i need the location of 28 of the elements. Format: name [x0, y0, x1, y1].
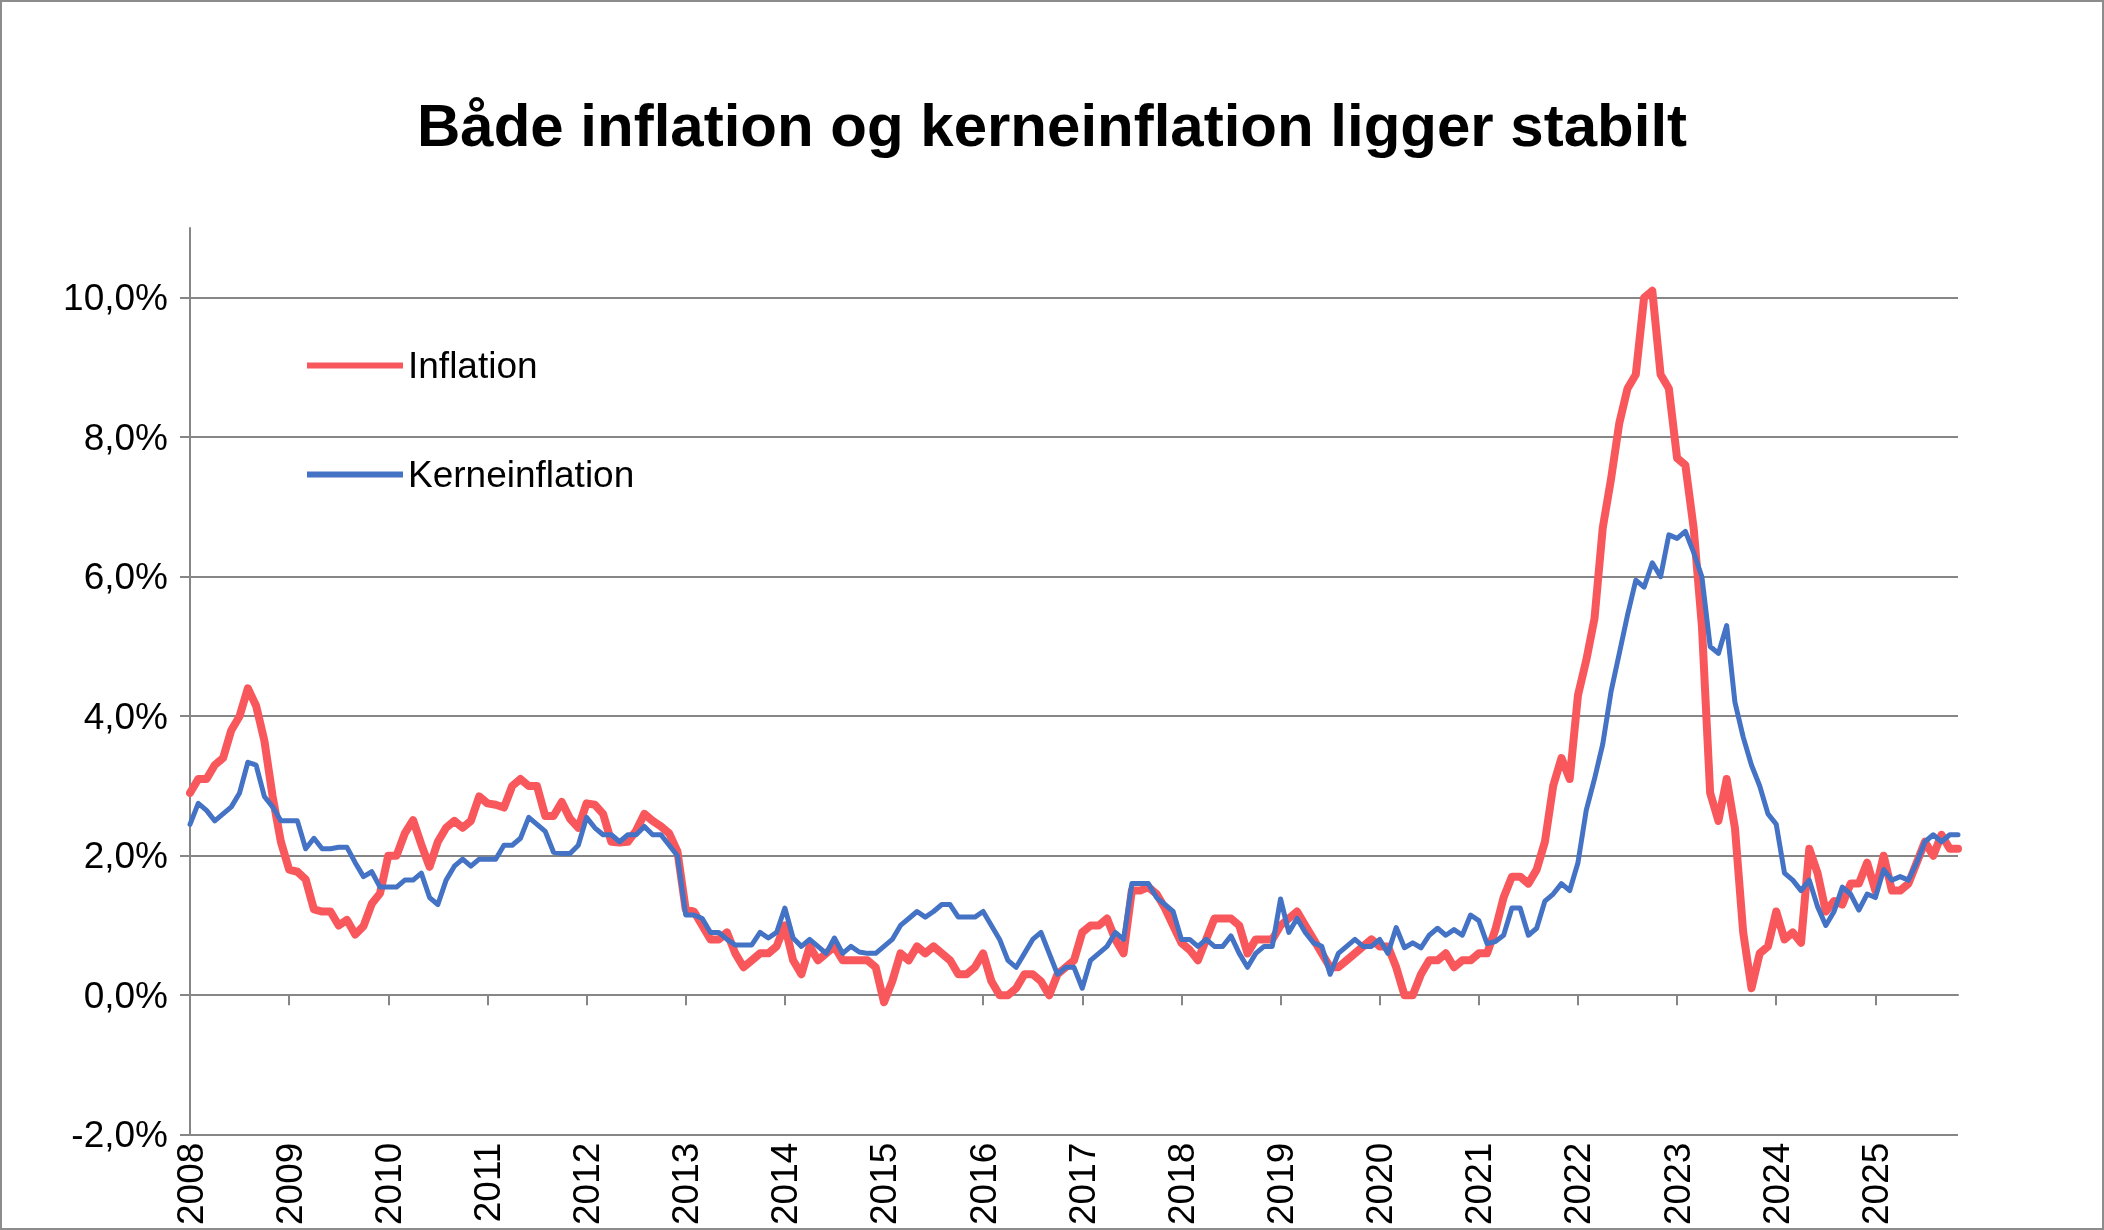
x-tick-label: 2016 — [962, 1142, 1004, 1225]
x-tick-label: 2015 — [863, 1142, 905, 1225]
x-tick-label: 2025 — [1854, 1142, 1896, 1225]
x-tick-label: 2012 — [566, 1142, 608, 1225]
x-tick-label: 2021 — [1458, 1142, 1500, 1225]
x-tick-label: 2011 — [466, 1142, 508, 1223]
legend-label: Inflation — [408, 345, 538, 386]
legend-label: Kerneinflation — [408, 454, 635, 495]
x-tick-label: 2009 — [268, 1142, 310, 1225]
y-tick-label: -2,0% — [71, 1114, 168, 1156]
x-tick-label: 2008 — [169, 1142, 211, 1225]
x-tick-label: 2018 — [1160, 1142, 1202, 1225]
x-tick-label: 2010 — [367, 1142, 409, 1225]
y-tick-label: 8,0% — [83, 416, 168, 458]
y-tick-label: 2,0% — [83, 835, 168, 877]
x-tick-label: 2017 — [1061, 1142, 1103, 1225]
x-tick-label: 2019 — [1260, 1142, 1302, 1225]
x-tick-label: 2022 — [1557, 1142, 1599, 1225]
y-tick-label: 6,0% — [83, 556, 168, 598]
chart-title: Både inflation og kerneinflation ligger stabilt — [416, 91, 1688, 159]
x-tick-label: 2024 — [1755, 1142, 1797, 1225]
y-tick-label: 4,0% — [83, 695, 168, 737]
x-tick-label: 2014 — [764, 1142, 806, 1225]
y-tick-label: 10,0% — [63, 277, 168, 319]
x-tick-label: 2013 — [665, 1142, 707, 1225]
y-tick-label: 0,0% — [83, 974, 168, 1016]
x-tick-label: 2023 — [1656, 1142, 1698, 1225]
x-tick-label: 2020 — [1359, 1142, 1401, 1225]
